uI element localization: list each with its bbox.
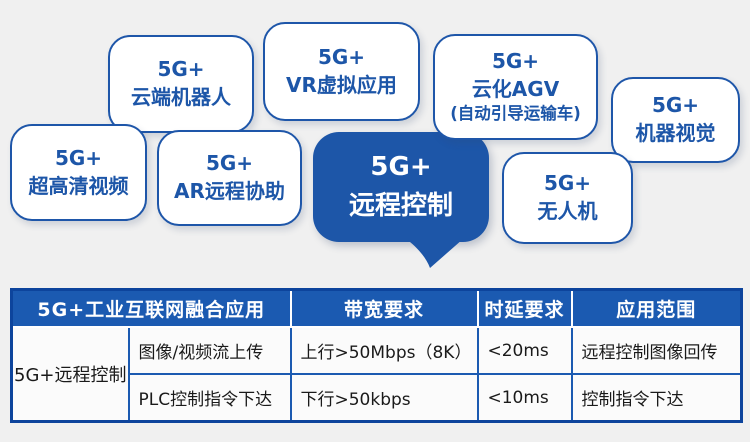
bubble-cloud-agv: 5G+ 云化AGV (自动引导运输车) (433, 34, 598, 140)
header-fusion-application: 5G+工业互联网融合应用 (10, 288, 292, 328)
bubble-line: 5G+ (370, 152, 432, 182)
bubble-line: 远程控制 (348, 191, 453, 221)
bubble-remote-control-highlight: 5G+ 远程控制 (313, 132, 489, 242)
table-row: PLC控制指令下达 下行>50kbps <10ms 控制指令下达 (12, 373, 743, 423)
bubble-line: 5G+ (54, 145, 103, 170)
cell-row-label: 5G+远程控制 (10, 326, 130, 423)
requirements-table-wrap: 5G+工业互联网融合应用 带宽要求 时延要求 应用范围 5G+远程控制 图像/视… (10, 288, 743, 423)
bubble-line: 5G+ (205, 151, 254, 176)
bubble-line: AR远程协助 (174, 179, 285, 203)
bubble-line: 云端机器人 (131, 85, 231, 109)
bubble-line: 无人机 (537, 199, 598, 223)
bubble-cloud-robot: 5G+ 云端机器人 (108, 35, 254, 133)
cell-scope: 控制指令下达 (570, 373, 743, 423)
bubble-line: 5G+ (543, 171, 592, 196)
cell-latency: <10ms (476, 373, 573, 423)
bubble-line: 云化AGV (471, 76, 560, 101)
bubble-machine-vision: 5G+ 机器视觉 (611, 77, 740, 163)
bubble-line: 5G+ (491, 49, 540, 74)
bubble-uhd-video: 5G+ 超高清视频 (10, 124, 147, 221)
header-bandwidth: 带宽要求 (289, 288, 479, 328)
bubble-drone: 5G+ 无人机 (502, 152, 633, 244)
cell-bandwidth: 上行>50Mbps（8K） (289, 326, 479, 375)
cell-item: 图像/视频流上传 (127, 326, 292, 375)
bubble-line: VR虚拟应用 (286, 72, 397, 97)
header-scope: 应用范围 (570, 288, 743, 328)
cell-item: PLC控制指令下达 (127, 373, 292, 423)
cell-scope: 远程控制图像回传 (570, 326, 743, 375)
cell-latency: <20ms (476, 326, 573, 375)
table-row: 5G+远程控制 图像/视频流上传 上行>50Mbps（8K） <20ms 远程控… (10, 326, 743, 423)
bubble-line: 超高清视频 (28, 173, 129, 198)
bubble-line: 5G+ (651, 93, 700, 118)
header-latency: 时延要求 (476, 288, 573, 328)
table-header-row: 5G+工业互联网融合应用 带宽要求 时延要求 应用范围 (10, 288, 743, 328)
bubble-subline: (自动引导运输车) (450, 104, 581, 124)
speech-tail-icon (406, 239, 463, 268)
bubble-vr-virtual: 5G+ VR虚拟应用 (263, 22, 420, 121)
cell-bandwidth: 下行>50kbps (289, 373, 479, 423)
bubble-line: 5G+ (157, 57, 205, 82)
bubble-ar-assist: 5G+ AR远程协助 (157, 130, 302, 226)
bubble-line: 机器视觉 (635, 121, 716, 145)
requirements-table: 5G+工业互联网融合应用 带宽要求 时延要求 应用范围 5G+远程控制 图像/视… (10, 288, 743, 423)
bubble-line: 5G+ (317, 44, 366, 69)
